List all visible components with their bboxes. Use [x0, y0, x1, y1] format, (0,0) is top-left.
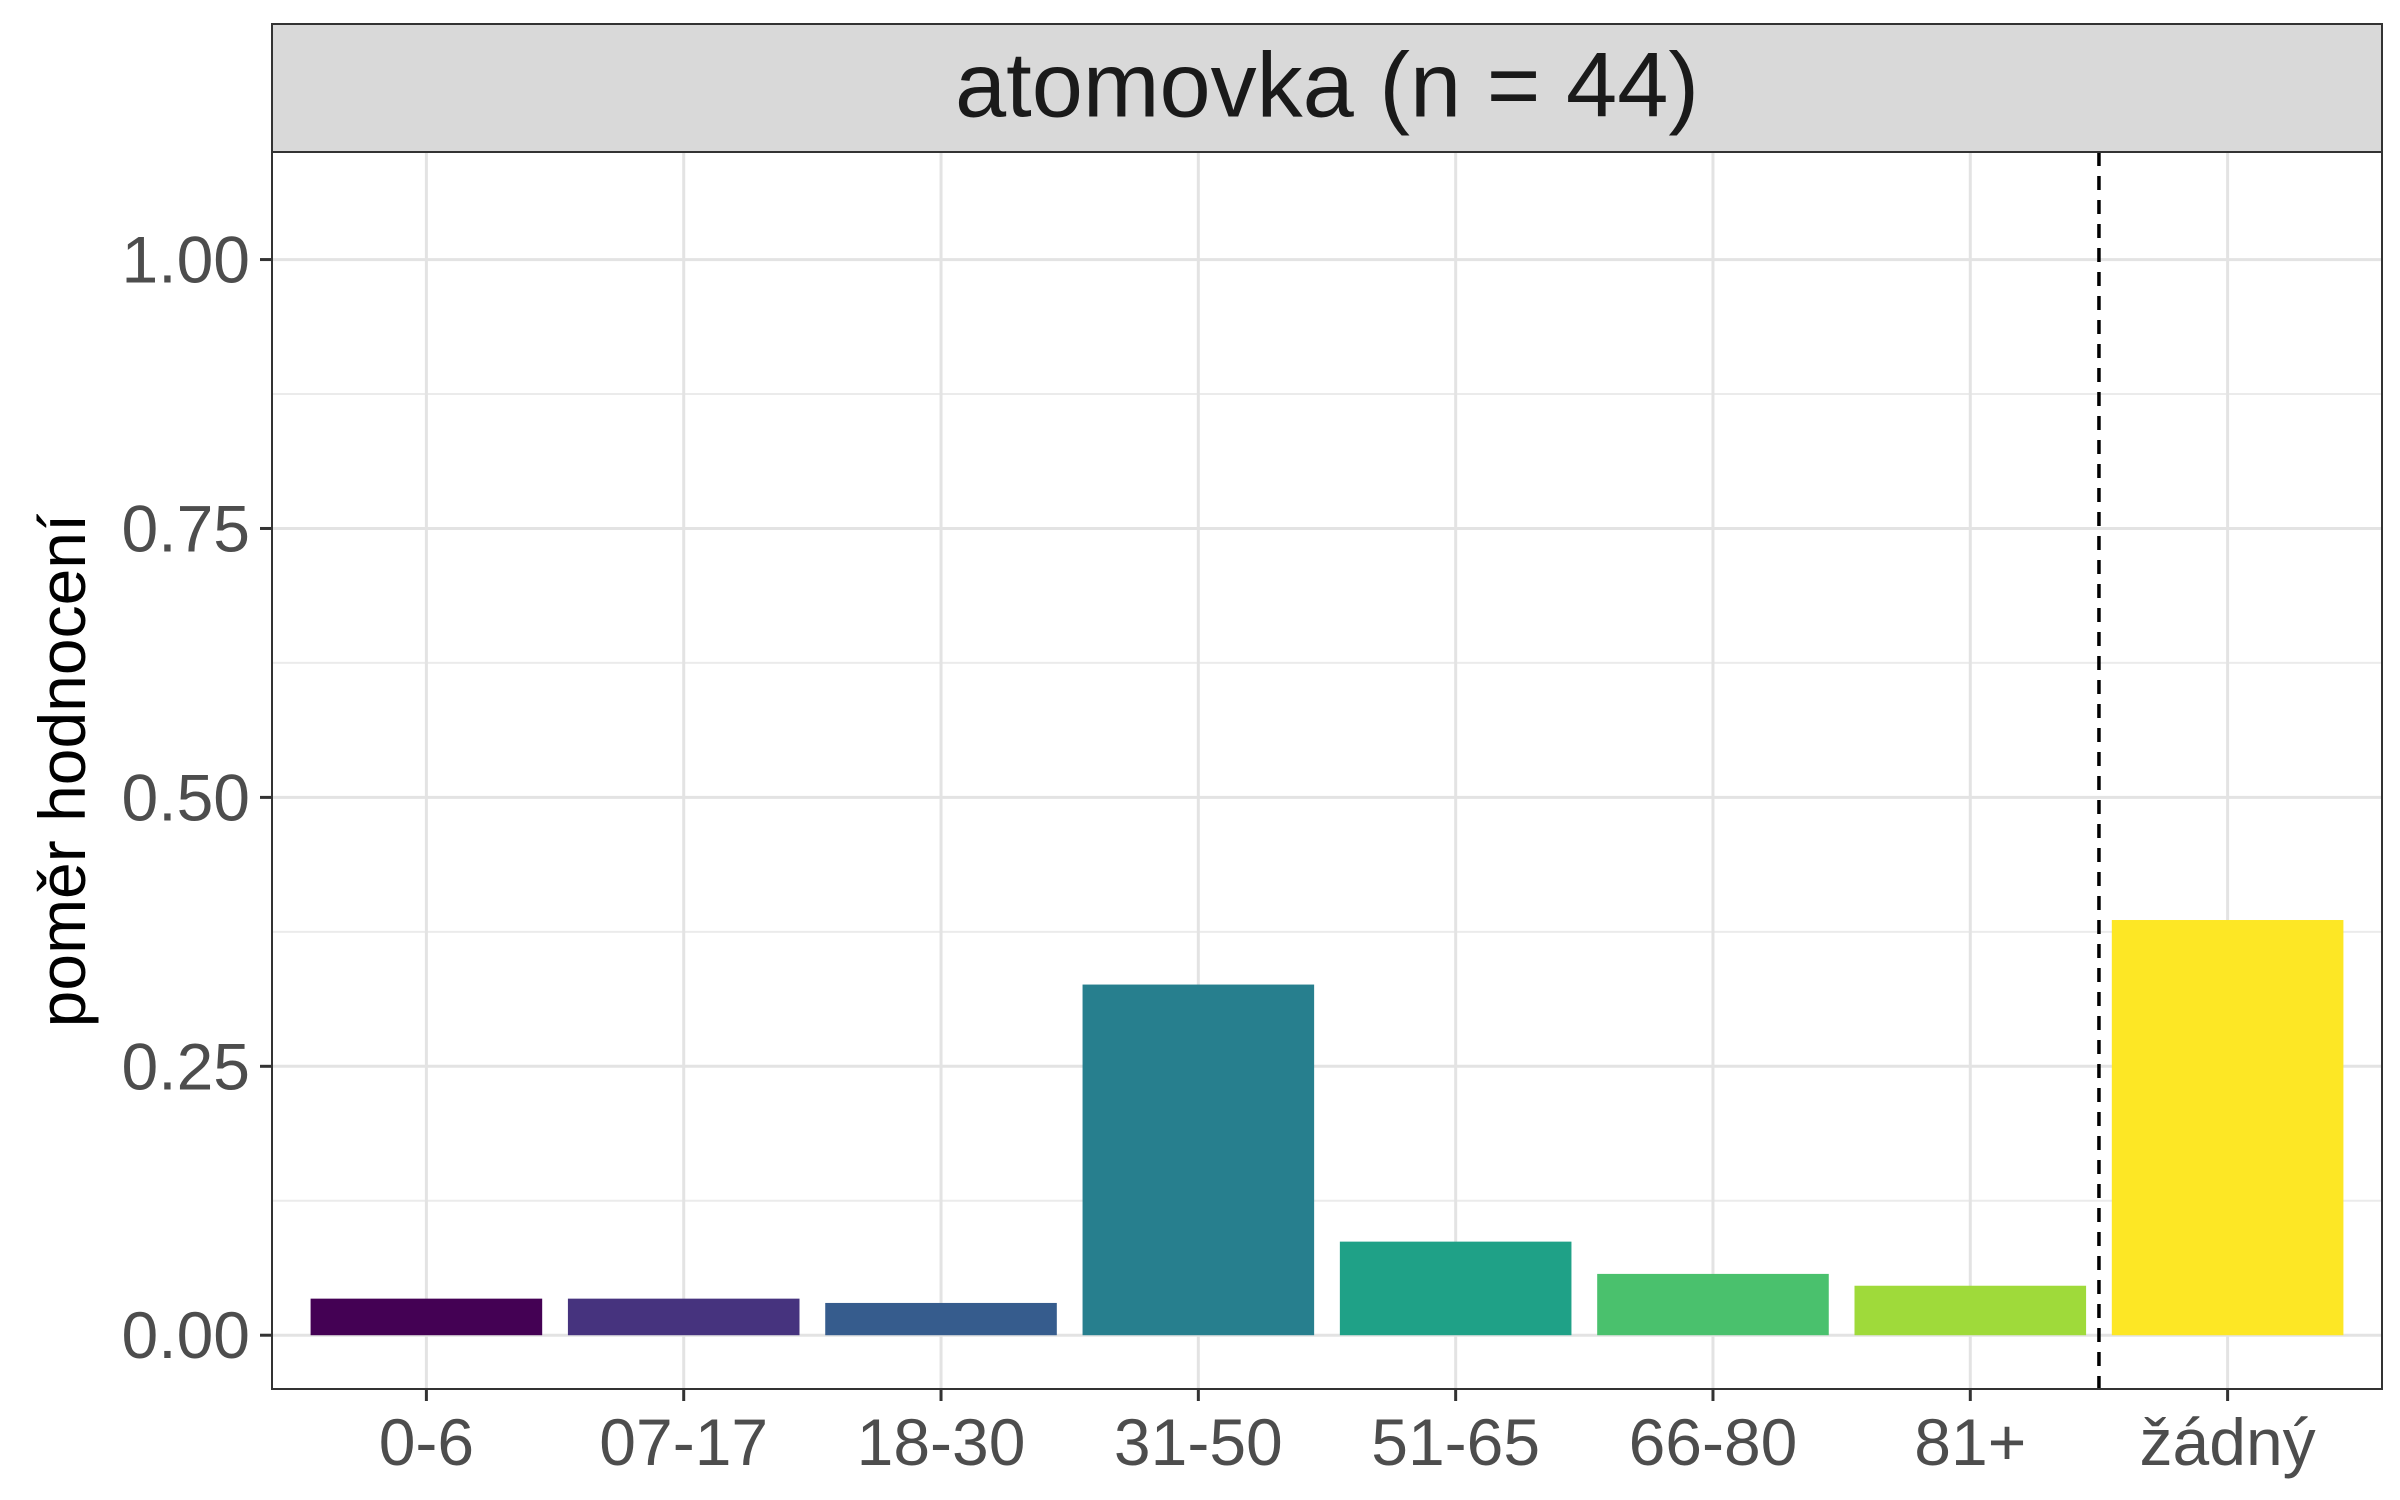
bar: [2111, 920, 2344, 1336]
bar: [1339, 1241, 1572, 1336]
y-tick-label: 1.00: [122, 223, 250, 297]
y-tick-label: 0.25: [122, 1029, 250, 1103]
x-tick-label: žádný: [2140, 1405, 2316, 1479]
facet-strip-title: atomovka (n = 44): [955, 34, 1699, 136]
x-tick-label: 81+: [1914, 1405, 2026, 1479]
x-tick-label: 0-6: [379, 1405, 474, 1479]
y-axis-title: poměr hodnocení: [25, 513, 99, 1027]
bar: [310, 1298, 543, 1336]
facet-strip: atomovka (n = 44): [271, 23, 2383, 153]
x-axis: 0-6 07-17 18-30 31-50 51-65 66-80 81+ žádný: [379, 1389, 2316, 1479]
y-tick-label: 0.00: [122, 1298, 250, 1372]
bar: [567, 1298, 800, 1336]
y-axis: 0.00 0.25 0.50 0.75 1.00: [122, 223, 272, 1372]
bars: [310, 920, 2344, 1336]
panel-border: [271, 151, 2383, 1390]
x-tick-label: 18-30: [857, 1405, 1026, 1479]
y-tick-label: 0.75: [122, 491, 250, 565]
x-tick-label: 31-50: [1114, 1405, 1283, 1479]
y-tick-label: 0.50: [122, 760, 250, 834]
bar: [825, 1302, 1057, 1336]
bar: [1854, 1285, 2087, 1336]
x-tick-label: 51-65: [1371, 1405, 1540, 1479]
grid-lines: [272, 152, 2382, 1389]
x-tick-label: 07-17: [599, 1405, 768, 1479]
bar: [1082, 984, 1315, 1336]
bar: [1597, 1273, 1829, 1336]
facet-strip-background: [271, 23, 2383, 153]
x-tick-label: 66-80: [1629, 1405, 1798, 1479]
